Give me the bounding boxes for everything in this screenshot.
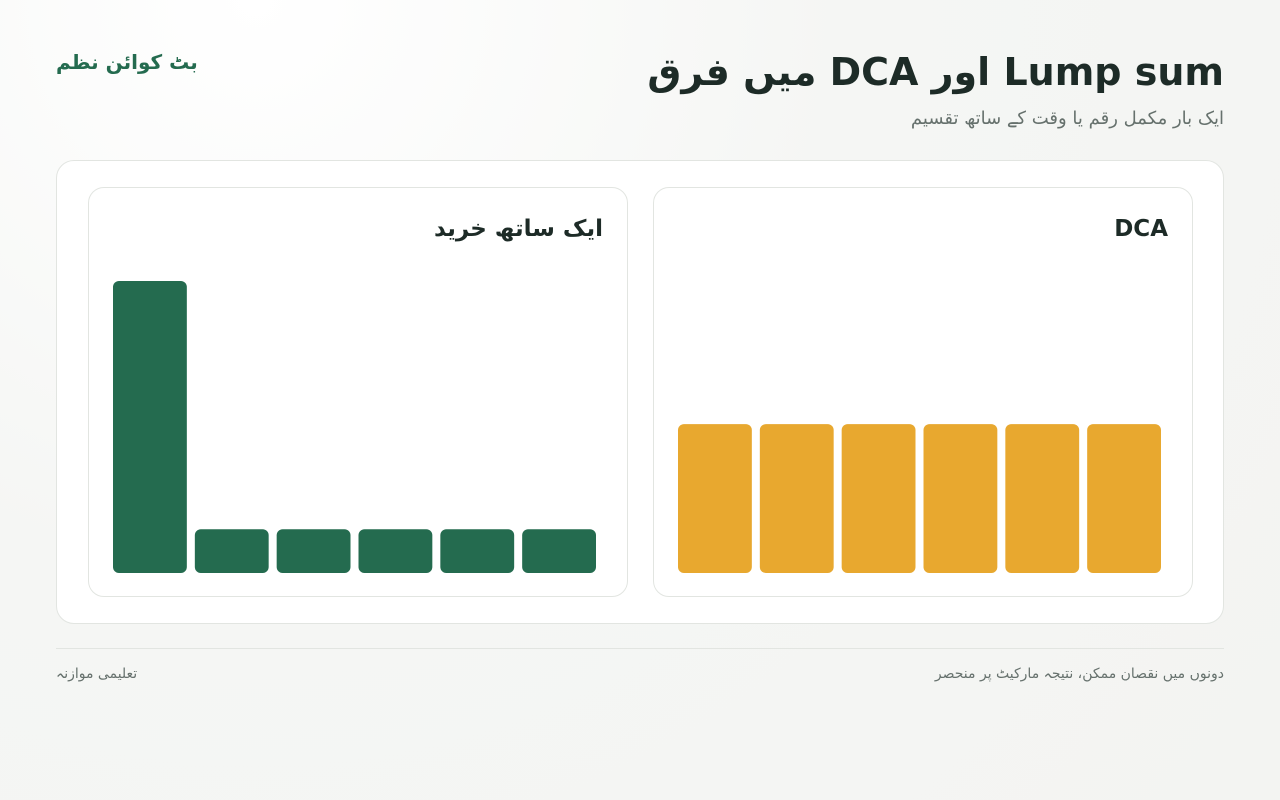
- divider: [56, 648, 1224, 649]
- title: Lump sum اور DCA میں فرق: [647, 50, 1224, 94]
- bar: [841, 424, 916, 573]
- brand: بٹ کوائن نظم: [56, 50, 198, 74]
- footer-tag: تعلیمی موازنہ: [56, 666, 138, 682]
- bar: [440, 529, 515, 573]
- bar: [522, 529, 596, 573]
- bar: [113, 281, 187, 573]
- bar: [1087, 424, 1161, 573]
- chart-title: DCA: [1114, 216, 1168, 242]
- bar: [1005, 424, 1080, 573]
- chart-panel: ایک ساتھ خرید: [88, 187, 628, 597]
- chart-panel: DCA: [653, 187, 1193, 597]
- chart-title: ایک ساتھ خرید: [433, 216, 603, 242]
- bar: [194, 529, 269, 573]
- subtitle: ایک بار مکمل رقم یا وقت کے ساتھ تقسیم: [910, 108, 1224, 129]
- bar: [759, 424, 834, 573]
- chart: [113, 281, 596, 573]
- bar: [358, 529, 433, 573]
- bar: [276, 529, 351, 573]
- bar: [678, 424, 752, 573]
- chart: [678, 424, 1161, 573]
- bar: [923, 424, 998, 573]
- footer-note: دونوں میں نقصان ممکن، نتیجہ مارکیٹ پر من…: [934, 666, 1224, 682]
